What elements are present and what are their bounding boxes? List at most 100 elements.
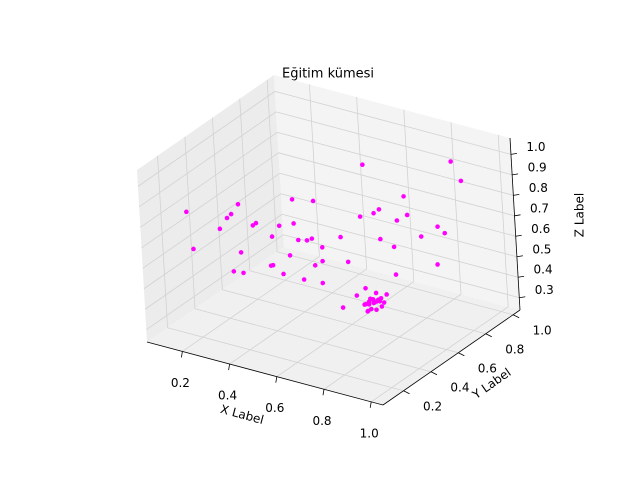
x-axis xyxy=(146,341,384,406)
point xyxy=(224,215,230,221)
point xyxy=(241,270,246,276)
grid-line xyxy=(274,90,512,155)
point xyxy=(320,258,325,264)
x-tick xyxy=(275,376,278,383)
z-tick-label: 1.0 xyxy=(526,140,545,154)
grid-line xyxy=(137,91,276,187)
point xyxy=(379,304,385,309)
point xyxy=(384,292,389,297)
point xyxy=(376,207,382,212)
grid-line xyxy=(143,193,282,290)
grid-line xyxy=(146,234,284,331)
grid-line xyxy=(141,152,279,249)
z-tick xyxy=(518,275,525,278)
grid-line xyxy=(450,122,462,295)
point xyxy=(418,234,424,239)
grid-line xyxy=(276,111,513,176)
grid-line xyxy=(278,152,515,217)
grid-line xyxy=(277,131,514,196)
point xyxy=(362,302,367,307)
point xyxy=(191,246,196,252)
point xyxy=(376,297,381,302)
point xyxy=(276,223,282,229)
z-tick-label: 0.5 xyxy=(532,242,551,256)
y-tick xyxy=(512,314,520,319)
point xyxy=(310,198,316,204)
pane-left xyxy=(137,75,284,342)
y-tick xyxy=(430,371,438,376)
pane-floor xyxy=(147,247,520,405)
point xyxy=(291,221,296,226)
point xyxy=(370,297,376,302)
grid-line xyxy=(281,213,519,278)
grid-line xyxy=(403,109,415,282)
grid-line xyxy=(323,293,462,390)
point xyxy=(458,178,464,184)
z-tick-label: 0.6 xyxy=(531,222,550,236)
point xyxy=(235,201,241,207)
y-tick-label: 0.6 xyxy=(478,361,497,375)
chart-title: Eğitim kümesi xyxy=(282,67,374,82)
point xyxy=(301,277,307,282)
point xyxy=(289,197,295,202)
grid-line xyxy=(194,308,432,373)
point xyxy=(381,300,387,305)
point xyxy=(340,305,346,310)
grid-line xyxy=(239,98,251,271)
point xyxy=(217,226,223,232)
point xyxy=(354,293,360,298)
grid-line xyxy=(279,172,516,237)
grid-line xyxy=(309,84,320,257)
y-tick xyxy=(403,390,410,395)
z-tick-label: 0.7 xyxy=(530,201,549,215)
z-tick-label: 0.9 xyxy=(528,160,547,174)
point xyxy=(338,234,343,240)
y-tick-label: 0.2 xyxy=(423,399,442,413)
point xyxy=(373,290,379,296)
z-tick xyxy=(515,234,522,237)
point xyxy=(401,194,406,199)
y-axis xyxy=(382,309,521,406)
z-tick-label: 0.8 xyxy=(529,181,548,195)
point xyxy=(435,224,440,229)
x-axis-label: X Label xyxy=(219,402,266,427)
grid-line xyxy=(266,79,278,252)
grid-line xyxy=(184,136,196,309)
z-axis-label: Z Label xyxy=(573,193,587,237)
point xyxy=(304,238,310,243)
point xyxy=(442,230,448,236)
grid-line xyxy=(370,306,509,403)
x-tick-label: 0.6 xyxy=(265,401,284,415)
grid-line xyxy=(138,111,277,208)
grid-line xyxy=(144,213,283,310)
point xyxy=(295,237,301,243)
grid-line xyxy=(229,268,367,365)
x-tick-label: 0.4 xyxy=(218,389,237,403)
point xyxy=(319,245,325,250)
point xyxy=(309,236,315,241)
grid-line xyxy=(157,155,168,328)
point xyxy=(371,300,377,306)
grid-line xyxy=(140,132,278,228)
z-tick xyxy=(512,173,519,176)
point xyxy=(371,210,376,216)
z-axis xyxy=(509,137,521,311)
point xyxy=(360,162,365,167)
x-tick xyxy=(369,401,372,408)
grid-line xyxy=(277,251,514,316)
x-tick-label: 0.8 xyxy=(312,414,331,428)
y-tick xyxy=(458,352,465,357)
point xyxy=(391,244,397,250)
x-tick xyxy=(181,351,183,358)
point xyxy=(394,218,400,223)
grid-line xyxy=(276,281,415,377)
point xyxy=(404,212,410,218)
point xyxy=(312,263,318,268)
grid-line xyxy=(497,134,509,307)
point xyxy=(448,159,453,164)
grid-line xyxy=(356,97,367,270)
point xyxy=(393,272,399,277)
point xyxy=(250,223,256,228)
y-tick xyxy=(485,333,492,338)
